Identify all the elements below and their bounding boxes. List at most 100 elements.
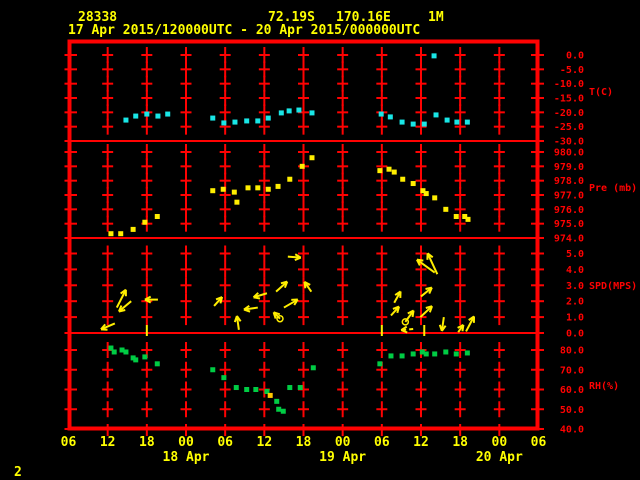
- temperature-tick-label: -15.0: [554, 94, 584, 105]
- temperature-tick-label: -10.0: [554, 79, 584, 90]
- pressure-point: [210, 188, 216, 194]
- temperature-point: [378, 111, 384, 117]
- pressure-point: [287, 176, 293, 182]
- pressure-point: [234, 199, 240, 205]
- humidity-point: [410, 351, 416, 357]
- pressure-point: [420, 188, 426, 194]
- time-tick-label: 12: [257, 435, 273, 450]
- panel-name-labels: T(C) Pre (mb) SPD(MPS) RH(%): [589, 87, 637, 392]
- time-tick-label: 06: [217, 435, 233, 450]
- pressure-point: [309, 155, 315, 161]
- time-tick-label: 06: [61, 435, 77, 450]
- humidity-point: [297, 385, 303, 391]
- speed-axis-title: SPD(MPS): [589, 281, 637, 292]
- pressure-point: [423, 191, 429, 197]
- pressure-point: [462, 214, 468, 219]
- humidity-point: [432, 351, 438, 357]
- pressure-point: [432, 195, 438, 201]
- pressure-tick-label: 978.0: [554, 176, 584, 187]
- pressure-tick-label: 974.0: [554, 234, 584, 245]
- pressure-point: [108, 231, 114, 237]
- humidity-point: [377, 361, 383, 367]
- date-label: 20 Apr: [476, 450, 523, 465]
- humidity-point: [453, 351, 459, 357]
- humidity-point: [142, 354, 148, 360]
- time-tick-label: 12: [100, 435, 116, 450]
- wind-arrow-head: [252, 292, 259, 299]
- wind-arrow-shaft: [465, 315, 475, 332]
- humidity-point: [399, 353, 405, 359]
- pressure-point: [220, 186, 226, 192]
- wind-arrow-head: [243, 304, 250, 311]
- temperature-point: [421, 121, 427, 127]
- pressure-point: [391, 169, 397, 175]
- wind-arrow-head: [294, 256, 302, 262]
- humidity-point: [244, 387, 250, 392]
- wind-arrow-shaft: [440, 316, 445, 332]
- temperature-point: [155, 113, 161, 119]
- humidity-tick-label: 70.0: [560, 365, 584, 376]
- wind-arrow-head: [400, 325, 408, 331]
- humidity-point: [130, 355, 136, 361]
- data-series: [100, 53, 476, 414]
- temperature-point: [221, 120, 227, 126]
- wind-arrow-shaft: [420, 286, 433, 298]
- wind-arrow-shaft: [283, 298, 299, 309]
- humidity-point: [154, 361, 160, 367]
- wind-arrow-loop: [401, 318, 410, 326]
- temperature-point: [165, 111, 171, 117]
- pressure-tick-label: 975.0: [554, 219, 584, 230]
- temperature-tick-label: -25.0: [554, 122, 584, 133]
- wind-arrow-head: [273, 311, 281, 316]
- humidity-point: [443, 349, 449, 355]
- wind-arrow-shaft: [118, 300, 132, 313]
- wind-arrow-shaft: [235, 315, 240, 330]
- header-block: 28338 72.19S 170.16E 1M 17 Apr 2015/1200…: [68, 10, 444, 38]
- humidity-point: [280, 408, 286, 414]
- humidity-point: [210, 367, 216, 373]
- temperature-point: [464, 119, 470, 125]
- humidity-axis-title: RH(%): [589, 381, 619, 392]
- humidity-tick-label: 60.0: [560, 385, 584, 396]
- time-tick-label: 06: [374, 435, 390, 450]
- page-number: 2: [14, 465, 22, 480]
- temperature-point: [244, 118, 250, 124]
- humidity-point: [221, 375, 227, 381]
- humidity-point: [287, 385, 293, 391]
- speed-tick-label: 3.0: [566, 281, 584, 292]
- pressure-point: [453, 214, 459, 219]
- temperature-point: [144, 111, 150, 117]
- humidity-point: [423, 351, 429, 357]
- pressure-point: [299, 163, 305, 169]
- wind-arrow-head: [283, 281, 289, 289]
- wind-arrow-shaft: [404, 309, 415, 323]
- humidity-point: [419, 349, 425, 355]
- humidity-point: [276, 406, 282, 412]
- wind-arrow-head: [144, 295, 152, 301]
- wind-arrow-head: [461, 324, 465, 332]
- wind-arrow-shaft: [426, 252, 439, 275]
- time-range-label: 17 Apr 2015/120000UTC - 20 Apr 2015/0000…: [68, 23, 420, 38]
- temperature-point: [410, 121, 416, 127]
- wind-arrow-shaft: [419, 305, 433, 318]
- humidity-point: [310, 365, 316, 371]
- time-tick-label: 18: [139, 435, 155, 450]
- speed-tick-label: 0.0: [566, 329, 584, 340]
- wind-arrow-head: [428, 287, 433, 294]
- humidity-tick-label: 50.0: [560, 405, 584, 416]
- temperature-point: [454, 119, 460, 125]
- humidity-point: [464, 350, 470, 356]
- pressure-point: [255, 185, 261, 191]
- temperature-point: [278, 110, 284, 116]
- pressure-point: [265, 186, 271, 192]
- time-tick-label: 06: [531, 435, 547, 450]
- humidity-tick-label: 40.0: [560, 425, 584, 436]
- wind-arrow-head: [416, 258, 424, 262]
- wind-arrow-head: [428, 305, 433, 313]
- time-tick-label: 00: [492, 435, 508, 450]
- pressure-point: [465, 216, 471, 222]
- temperature-point: [265, 115, 271, 121]
- temperature-point: [433, 112, 439, 118]
- temperature-point: [309, 110, 315, 116]
